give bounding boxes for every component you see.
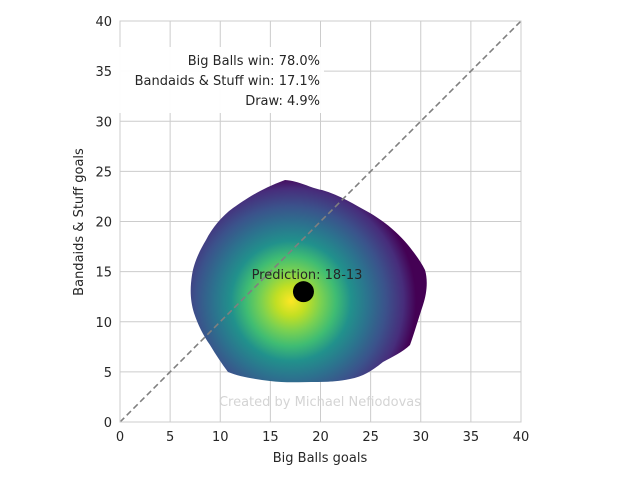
y-tick-label: 0 (104, 416, 112, 431)
y-tick-label: 25 (95, 165, 112, 180)
x-tick-label: 0 (116, 430, 124, 445)
probability-draw: Draw: 4.9% (245, 94, 320, 109)
probability-box: Big Balls win: 78.0% Bandaids & Stuff wi… (118, 47, 324, 113)
x-tick-label: 25 (362, 430, 379, 445)
y-tick-label: 15 (95, 266, 112, 281)
prediction-label: Prediction: 18-13 (252, 268, 363, 283)
x-tick-label: 30 (412, 430, 429, 445)
x-tick-label: 15 (262, 430, 279, 445)
probability-home-win: Big Balls win: 78.0% (188, 54, 320, 69)
y-tick-label: 20 (95, 216, 112, 231)
probability-away-win: Bandaids & Stuff win: 17.1% (135, 74, 320, 89)
watermark: Created by Michael Nefiodovas (219, 395, 421, 410)
x-tick-label: 5 (166, 430, 174, 445)
prediction-marker (292, 281, 314, 303)
y-tick-label: 5 (104, 366, 112, 381)
x-tick-label: 10 (212, 430, 229, 445)
x-tick-label: 35 (463, 430, 480, 445)
y-axis-label: Bandaids & Stuff goals (72, 148, 87, 296)
probability-box-background (118, 47, 324, 113)
x-tick-label: 40 (513, 430, 530, 445)
y-tick-label: 40 (95, 15, 112, 30)
y-tick-label: 35 (95, 65, 112, 80)
x-axis-label: Big Balls goals (273, 451, 368, 466)
x-tick-labels: 0 5 10 15 20 25 30 35 40 (116, 430, 529, 445)
density-heatmap (190, 180, 427, 383)
plot-frame (119, 20, 522, 423)
y-tick-label: 10 (95, 316, 112, 331)
x-tick-label: 20 (312, 430, 329, 445)
y-tick-label: 30 (95, 115, 112, 130)
y-tick-labels: 0 5 10 15 20 25 30 35 40 (95, 15, 112, 431)
